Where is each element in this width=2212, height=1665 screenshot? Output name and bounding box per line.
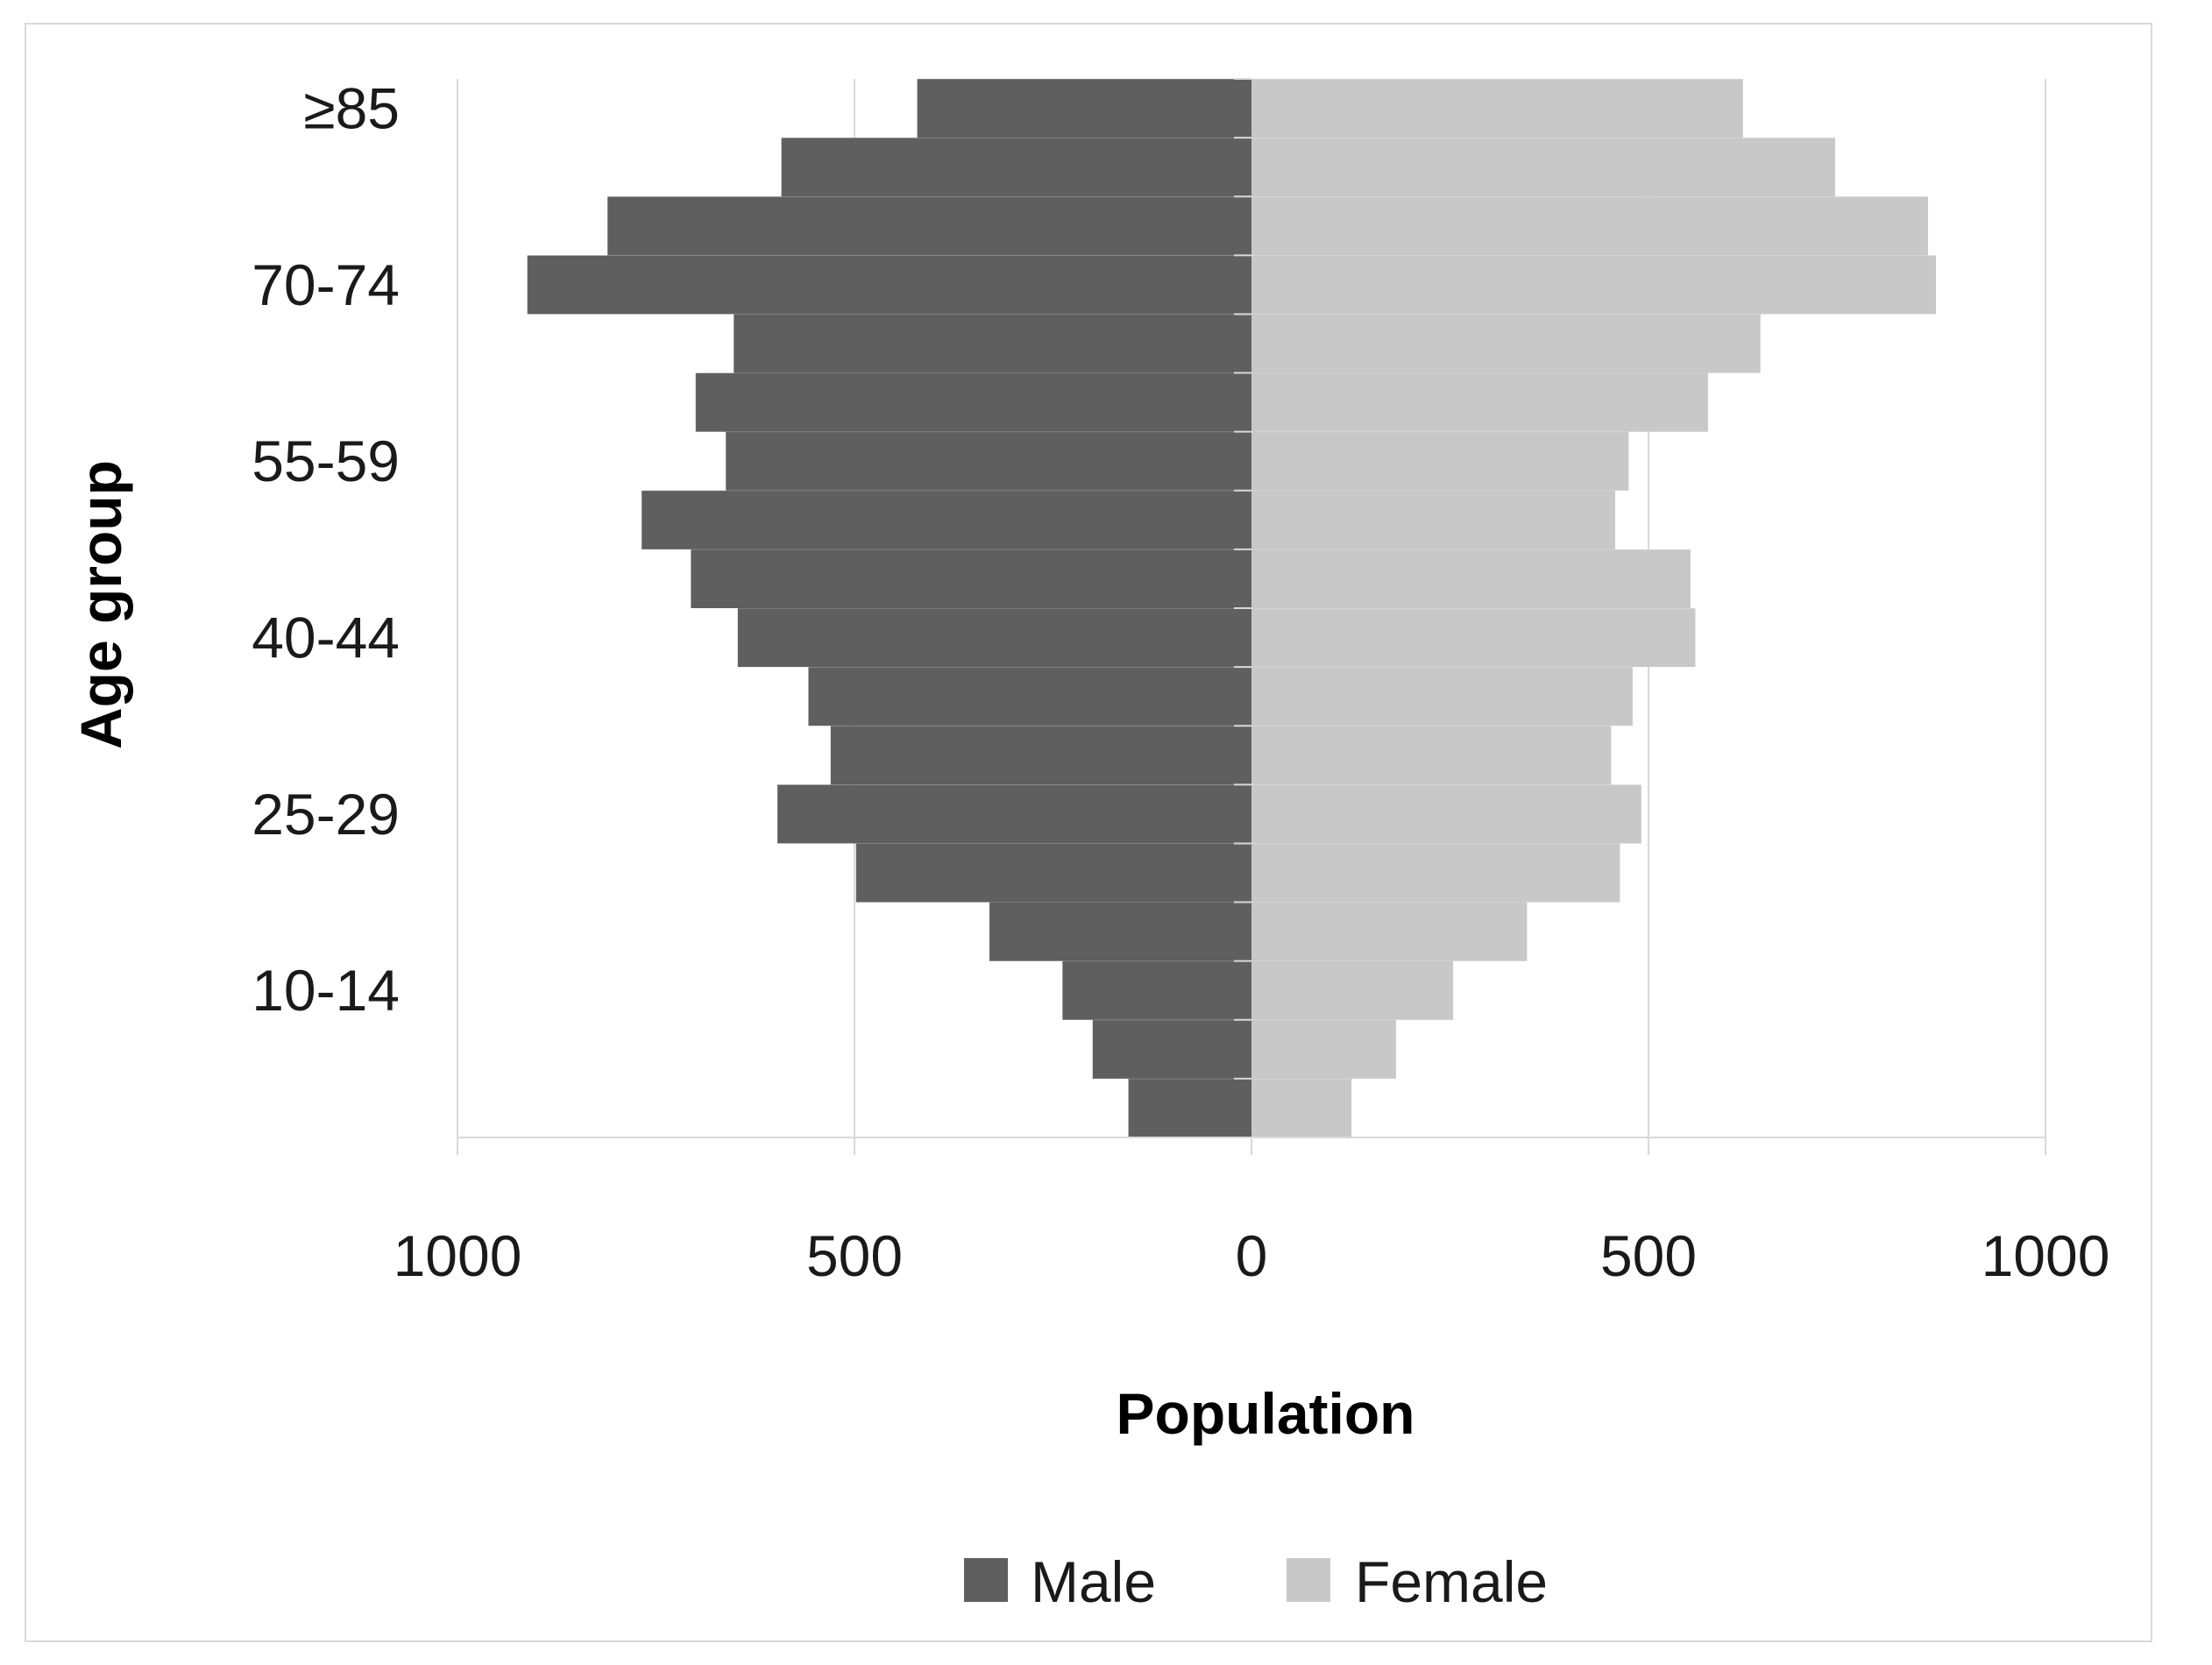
bar-male-65-69 (734, 314, 1251, 373)
bar-male-10-14 (1062, 960, 1251, 1020)
bar-male-35-39 (808, 667, 1251, 726)
legend-label-male: Male (1031, 1549, 1156, 1614)
bar-female-45-49 (1251, 549, 1691, 608)
bar-female-30-34 (1251, 726, 1612, 785)
y-tick-labels: 10-14 25-29 40-44 55-59 70-74 ≥85 (252, 76, 400, 1024)
y-tick-label-55-59: 55-59 (252, 429, 400, 493)
x-tick-label-2: 0 (1236, 1223, 1268, 1288)
y-tick-label-25-29: 25-29 (252, 782, 400, 847)
bar-female-25-29 (1251, 784, 1641, 844)
bar-male-15-19 (989, 902, 1251, 961)
legend-swatch-female (1287, 1558, 1330, 1602)
y-tick-label-≥85: ≥85 (303, 76, 400, 141)
legend: Male Female (964, 1549, 1548, 1614)
bar-female-50-54 (1251, 490, 1615, 549)
legend-label-female: Female (1355, 1549, 1548, 1614)
bar-female-40-44 (1251, 608, 1696, 668)
bar-male-≥85 (917, 79, 1251, 138)
bar-female-20-24 (1251, 843, 1620, 903)
bar-male-80-84 (781, 138, 1251, 197)
bar-female-0-4 (1251, 1078, 1352, 1137)
y-tick-label-40-44: 40-44 (252, 606, 400, 670)
x-axis-title: Population (1117, 1381, 1415, 1446)
bar-male-5-9 (1092, 1019, 1251, 1079)
bar-female-75-79 (1251, 196, 1928, 256)
axes (457, 78, 2045, 1138)
bar-male-30-34 (830, 726, 1251, 785)
legend-swatch-male (964, 1558, 1008, 1602)
bar-male-75-79 (607, 196, 1251, 256)
bar-female-35-39 (1251, 667, 1633, 726)
y-tick-label-10-14: 10-14 (252, 958, 400, 1023)
bar-male-55-59 (726, 431, 1251, 491)
bar-male-50-54 (642, 490, 1251, 549)
bar-male-60-64 (695, 372, 1251, 432)
bar-male-0-4 (1128, 1078, 1251, 1137)
x-tick-label-4: 1000 (1982, 1223, 2110, 1288)
bar-male-25-29 (777, 784, 1251, 844)
bar-female-65-69 (1251, 314, 1761, 373)
bar-female-60-64 (1251, 372, 1708, 432)
x-tick-label-1: 500 (806, 1223, 903, 1288)
x-tick-labels: 1000 500 0 500 1000 (393, 1223, 2110, 1288)
bar-female-5-9 (1251, 1019, 1396, 1079)
bar-male-40-44 (737, 608, 1251, 668)
y-axis-title: Age group (68, 460, 133, 749)
bar-male-70-74 (527, 255, 1251, 315)
bar-female-70-74 (1251, 255, 1936, 315)
x-tick-label-3: 500 (1600, 1223, 1697, 1288)
bar-female-≥85 (1251, 79, 1743, 138)
bar-female-15-19 (1251, 902, 1528, 961)
bar-male-45-49 (691, 549, 1251, 608)
bar-female-55-59 (1251, 431, 1629, 491)
bar-female-10-14 (1251, 960, 1454, 1020)
bar-female-80-84 (1251, 138, 1835, 197)
y-tick-label-70-74: 70-74 (252, 252, 400, 317)
x-tick-label-0: 1000 (393, 1223, 522, 1288)
bar-male-20-24 (855, 843, 1251, 903)
bars (527, 78, 1936, 1137)
